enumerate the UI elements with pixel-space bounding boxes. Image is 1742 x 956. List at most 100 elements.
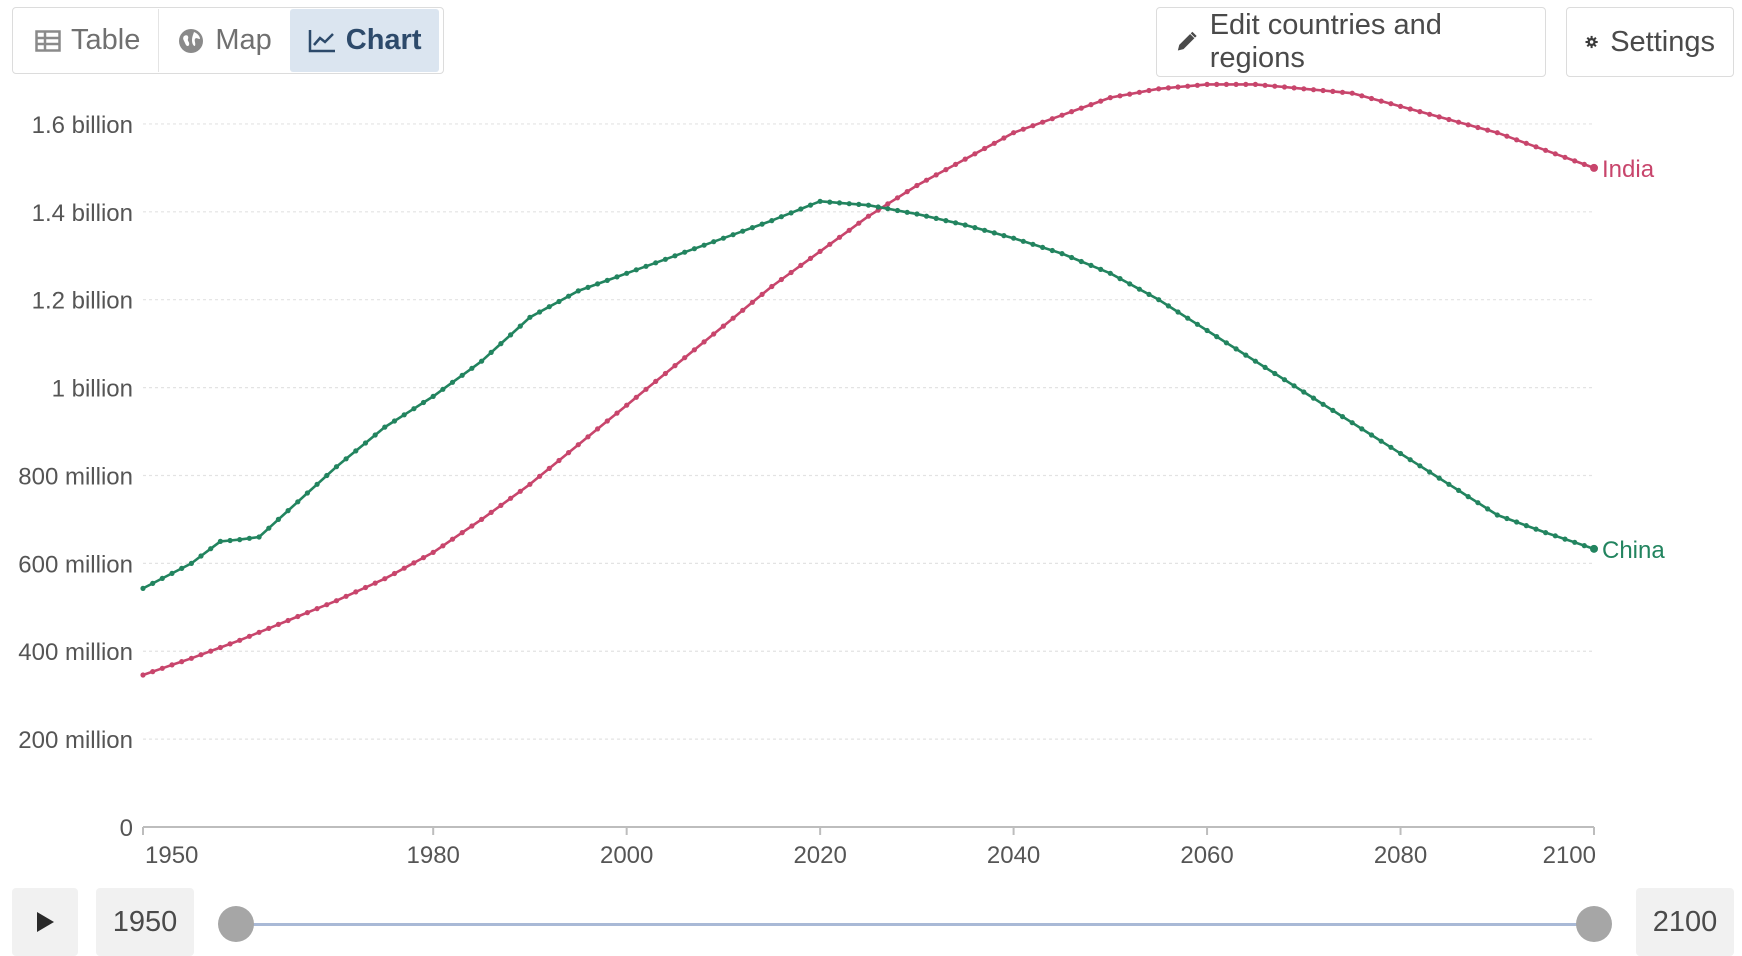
india-data-point (856, 220, 862, 226)
china-data-point (1368, 432, 1375, 438)
y-tick-label: 1.4 billion (32, 200, 133, 227)
india-data-point (1011, 130, 1017, 136)
china-data-point (1349, 420, 1355, 426)
india-data-point (1301, 86, 1307, 92)
india-data-point (343, 593, 349, 599)
india-data-point (720, 323, 727, 329)
china-data-point (1059, 251, 1065, 257)
timeline-start-year[interactable]: 1950 (96, 888, 194, 956)
tab-chart[interactable]: Chart (289, 9, 440, 72)
pencil-icon (1177, 31, 1197, 51)
india-data-point (1427, 111, 1433, 117)
timeline-end-year[interactable]: 2100 (1636, 888, 1734, 956)
india-data-point (662, 370, 669, 377)
india-data-point (604, 418, 610, 424)
china-data-point (1020, 238, 1026, 244)
china-data-point (440, 386, 446, 392)
india-data-point (1407, 106, 1413, 112)
china-data-point (943, 218, 949, 224)
india-data-point (527, 481, 533, 487)
india-data-point (217, 644, 223, 651)
india-data-point (411, 560, 417, 566)
india-data-point (1040, 119, 1046, 125)
india-data-point (1494, 130, 1500, 136)
edit-countries-button[interactable]: Edit countries and regions (1156, 7, 1546, 77)
india-data-point (285, 617, 291, 624)
china-data-point (362, 440, 369, 446)
india-data-point (140, 672, 146, 678)
china-data-point (633, 267, 639, 273)
y-tick-label: 1 billion (52, 376, 133, 403)
india-data-point (807, 255, 814, 261)
china-data-point (1040, 244, 1046, 250)
india-data-point (372, 580, 378, 586)
china-data-point (1098, 266, 1104, 272)
china-data-point (169, 570, 175, 576)
india-data-point (1320, 87, 1326, 94)
india-data-point (517, 488, 523, 494)
timeline-track[interactable] (236, 923, 1594, 926)
chart-series-labels: India China (1602, 156, 1665, 564)
india-data-point (633, 394, 639, 400)
china-data-point (391, 418, 398, 424)
china-data-point (1465, 494, 1471, 500)
timeline-start-handle[interactable] (218, 906, 254, 942)
india-data-point (1204, 81, 1210, 87)
china-data-point (1078, 258, 1084, 265)
india-data-point (179, 659, 185, 665)
india-data-point (382, 576, 388, 582)
china-data-point (894, 207, 901, 214)
china-data-point (1030, 241, 1036, 247)
china-data-point (1011, 235, 1017, 241)
china-data-point (179, 565, 185, 571)
y-tick-label: 600 million (18, 551, 133, 578)
chart-series (140, 81, 1598, 678)
china-data-point (488, 349, 494, 355)
india-series-line (142, 83, 1595, 677)
india-data-point (1078, 105, 1084, 111)
play-button[interactable] (12, 888, 78, 956)
gear-icon (1585, 35, 1598, 49)
china-data-point (537, 309, 543, 315)
india-data-point (885, 201, 891, 207)
india-data-point (585, 434, 591, 440)
india-data-point (1136, 89, 1142, 95)
china-data-point (1204, 327, 1210, 334)
china-data-point (140, 585, 146, 591)
settings-button[interactable]: Settings (1566, 7, 1734, 77)
india-data-point (1262, 82, 1268, 88)
china-data-point (1543, 530, 1549, 536)
india-data-point (488, 509, 494, 515)
tab-table[interactable]: Table (17, 9, 158, 72)
china-data-point (546, 304, 552, 310)
india-data-point (1175, 84, 1181, 90)
india-data-point (1378, 98, 1384, 104)
india-data-point (1020, 126, 1026, 132)
india-data-point (972, 151, 978, 157)
india-data-point (237, 637, 243, 643)
china-data-point (1388, 444, 1394, 450)
china-data-point (759, 221, 765, 227)
india-data-point (459, 530, 465, 536)
china-data-point (846, 201, 852, 207)
edit-countries-label: Edit countries and regions (1209, 9, 1442, 74)
tab-table-label: Table (71, 24, 141, 56)
china-data-point (1310, 395, 1317, 401)
china-data-point (353, 448, 359, 454)
y-tick-label: 1.6 billion (32, 112, 133, 139)
india-data-point (1030, 123, 1036, 129)
china-data-point (411, 406, 417, 412)
china-data-point (885, 206, 891, 212)
india-data-point (991, 140, 997, 146)
india-data-point (1088, 102, 1094, 108)
tab-map[interactable]: Map (158, 9, 289, 72)
china-data-point (1417, 463, 1423, 469)
china-data-point (1485, 506, 1491, 512)
chart-grid (143, 123, 1594, 740)
india-data-point (469, 523, 475, 529)
india-data-point (691, 347, 698, 353)
china-data-point (1243, 352, 1249, 358)
india-data-point (1533, 144, 1539, 150)
timeline-end-handle[interactable] (1576, 906, 1612, 942)
india-data-point (672, 363, 678, 369)
